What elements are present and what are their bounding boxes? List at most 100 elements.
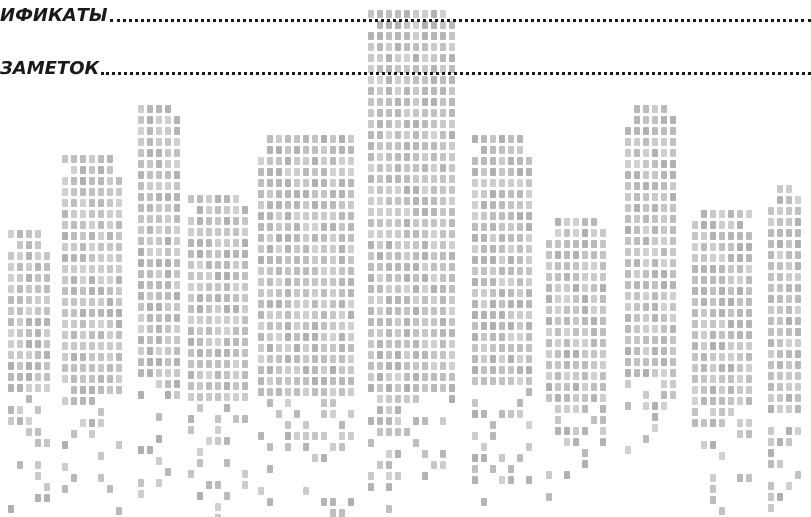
window [440,32,446,40]
window [661,193,667,201]
window [591,383,597,391]
window [526,267,532,275]
window [499,157,505,165]
window [116,265,122,273]
window [330,267,336,275]
window [768,306,774,314]
window [481,333,487,341]
window [661,325,667,333]
window [395,373,401,381]
window [573,240,579,248]
window [413,54,419,62]
window [26,351,32,359]
window [368,439,374,447]
window [224,283,230,291]
window [440,252,446,260]
window [786,317,792,325]
window [768,295,774,303]
window [174,336,180,344]
window [339,201,345,209]
window [44,439,50,447]
window [564,284,570,292]
window [188,415,194,423]
window [312,267,318,275]
window [422,164,428,172]
window [634,358,640,366]
window [147,171,153,179]
window [330,355,336,363]
window [44,494,50,502]
window [404,43,410,51]
field-label: ЗАМЕТОК [0,58,100,79]
window [116,353,122,361]
window [386,241,392,249]
window [206,327,212,335]
window [215,195,221,203]
window [591,251,597,259]
window [795,229,801,237]
window [89,155,95,163]
window [395,98,401,106]
window [472,212,478,220]
window [413,219,419,227]
window [795,350,801,358]
window [710,276,716,284]
window [368,142,374,150]
window [80,221,86,229]
window [107,298,113,306]
window [89,320,95,328]
window [634,303,640,311]
window [321,289,327,297]
window [156,105,162,113]
window [582,262,588,270]
window [80,276,86,284]
window [368,285,374,293]
window [440,450,446,458]
window [746,287,752,295]
window [710,309,716,317]
window [746,254,752,262]
window [233,283,239,291]
window [555,273,561,281]
window [174,171,180,179]
window [303,421,309,429]
window [386,10,392,18]
window [508,212,514,220]
window [386,87,392,95]
window [555,339,561,347]
window [490,267,496,275]
window [431,142,437,150]
window [634,226,640,234]
window [267,234,273,242]
window [643,270,649,278]
window [138,391,144,399]
window [224,393,230,401]
window [625,226,631,234]
window [600,306,606,314]
window [431,109,437,117]
window [490,311,496,319]
window [224,272,230,280]
window [215,415,221,423]
window [62,155,68,163]
window [728,232,734,240]
window [116,386,122,394]
window [555,394,561,402]
window [294,135,300,143]
window [499,377,505,385]
window [17,318,23,326]
window [348,179,354,187]
window [413,274,419,282]
window [233,360,239,368]
window [147,281,153,289]
window [555,251,561,259]
window [206,316,212,324]
window [258,256,264,264]
window [71,364,77,372]
window [710,496,716,504]
window [517,212,523,220]
window [795,405,801,413]
window [197,459,203,467]
window [786,361,792,369]
window [116,507,122,515]
